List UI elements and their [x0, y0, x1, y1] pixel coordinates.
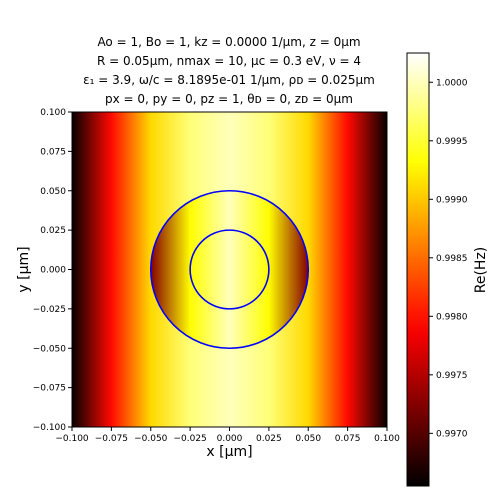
y-tick-label: −0.100	[33, 423, 67, 433]
x-tick-label: −0.050	[134, 434, 168, 444]
colorbar	[406, 52, 430, 487]
x-axis-label: x [μm]	[206, 444, 252, 460]
colorbar-tick-label: 0.9970	[436, 429, 468, 439]
y-tick-label: −0.050	[33, 344, 67, 354]
title-line-4: px = 0, py = 0, pz = 1, θᴅ = 0, zᴅ = 0μm	[105, 92, 353, 106]
colorbar-tick-label: 0.9995	[436, 137, 468, 147]
x-tick-label: 0.050	[295, 434, 321, 444]
y-tick-label: 0.075	[40, 147, 66, 157]
y-tick-label: 0.100	[40, 108, 66, 118]
x-tick-label: 0.025	[256, 434, 282, 444]
colorbar-tick-label: 0.9985	[436, 254, 468, 264]
title-line-1: Ao = 1, Bo = 1, kz = 0.0000 1/μm, z = 0μ…	[97, 35, 361, 49]
title-line-3: ε₁ = 3.9, ω/c = 8.1895e-01 1/μm, ρᴅ = 0.…	[83, 73, 375, 87]
x-tick-label: 0.100	[374, 434, 400, 444]
colorbar-tick-label: 0.9980	[436, 312, 468, 322]
inner-circle	[189, 229, 270, 310]
y-axis-label: y [μm]	[16, 246, 32, 292]
colorbar-tick-label: 0.9990	[436, 195, 468, 205]
y-tick-label: 0.025	[40, 226, 66, 236]
title-line-2: R = 0.05μm, nmax = 10, μᴄ = 0.3 eV, ν = …	[96, 54, 362, 68]
y-tick-label: −0.075	[33, 384, 66, 394]
y-tick-label: 0.050	[40, 187, 66, 197]
colorbar-label: Re(Hz)	[473, 247, 489, 294]
x-tick-label: 0.075	[335, 434, 361, 444]
x-tick-label: −0.075	[95, 434, 128, 444]
colorbar-tick-label: 1.0000	[436, 78, 468, 88]
x-tick-label: 0.000	[217, 434, 243, 444]
outer-circle	[149, 189, 310, 350]
x-tick-label: −0.025	[173, 434, 206, 444]
y-tick-label: 0.000	[40, 266, 66, 276]
heatmap-disk-region	[150, 190, 309, 349]
y-tick-label: −0.025	[33, 305, 66, 315]
colorbar-tick-label: 0.9975	[436, 371, 468, 381]
x-tick-label: −0.100	[55, 434, 89, 444]
